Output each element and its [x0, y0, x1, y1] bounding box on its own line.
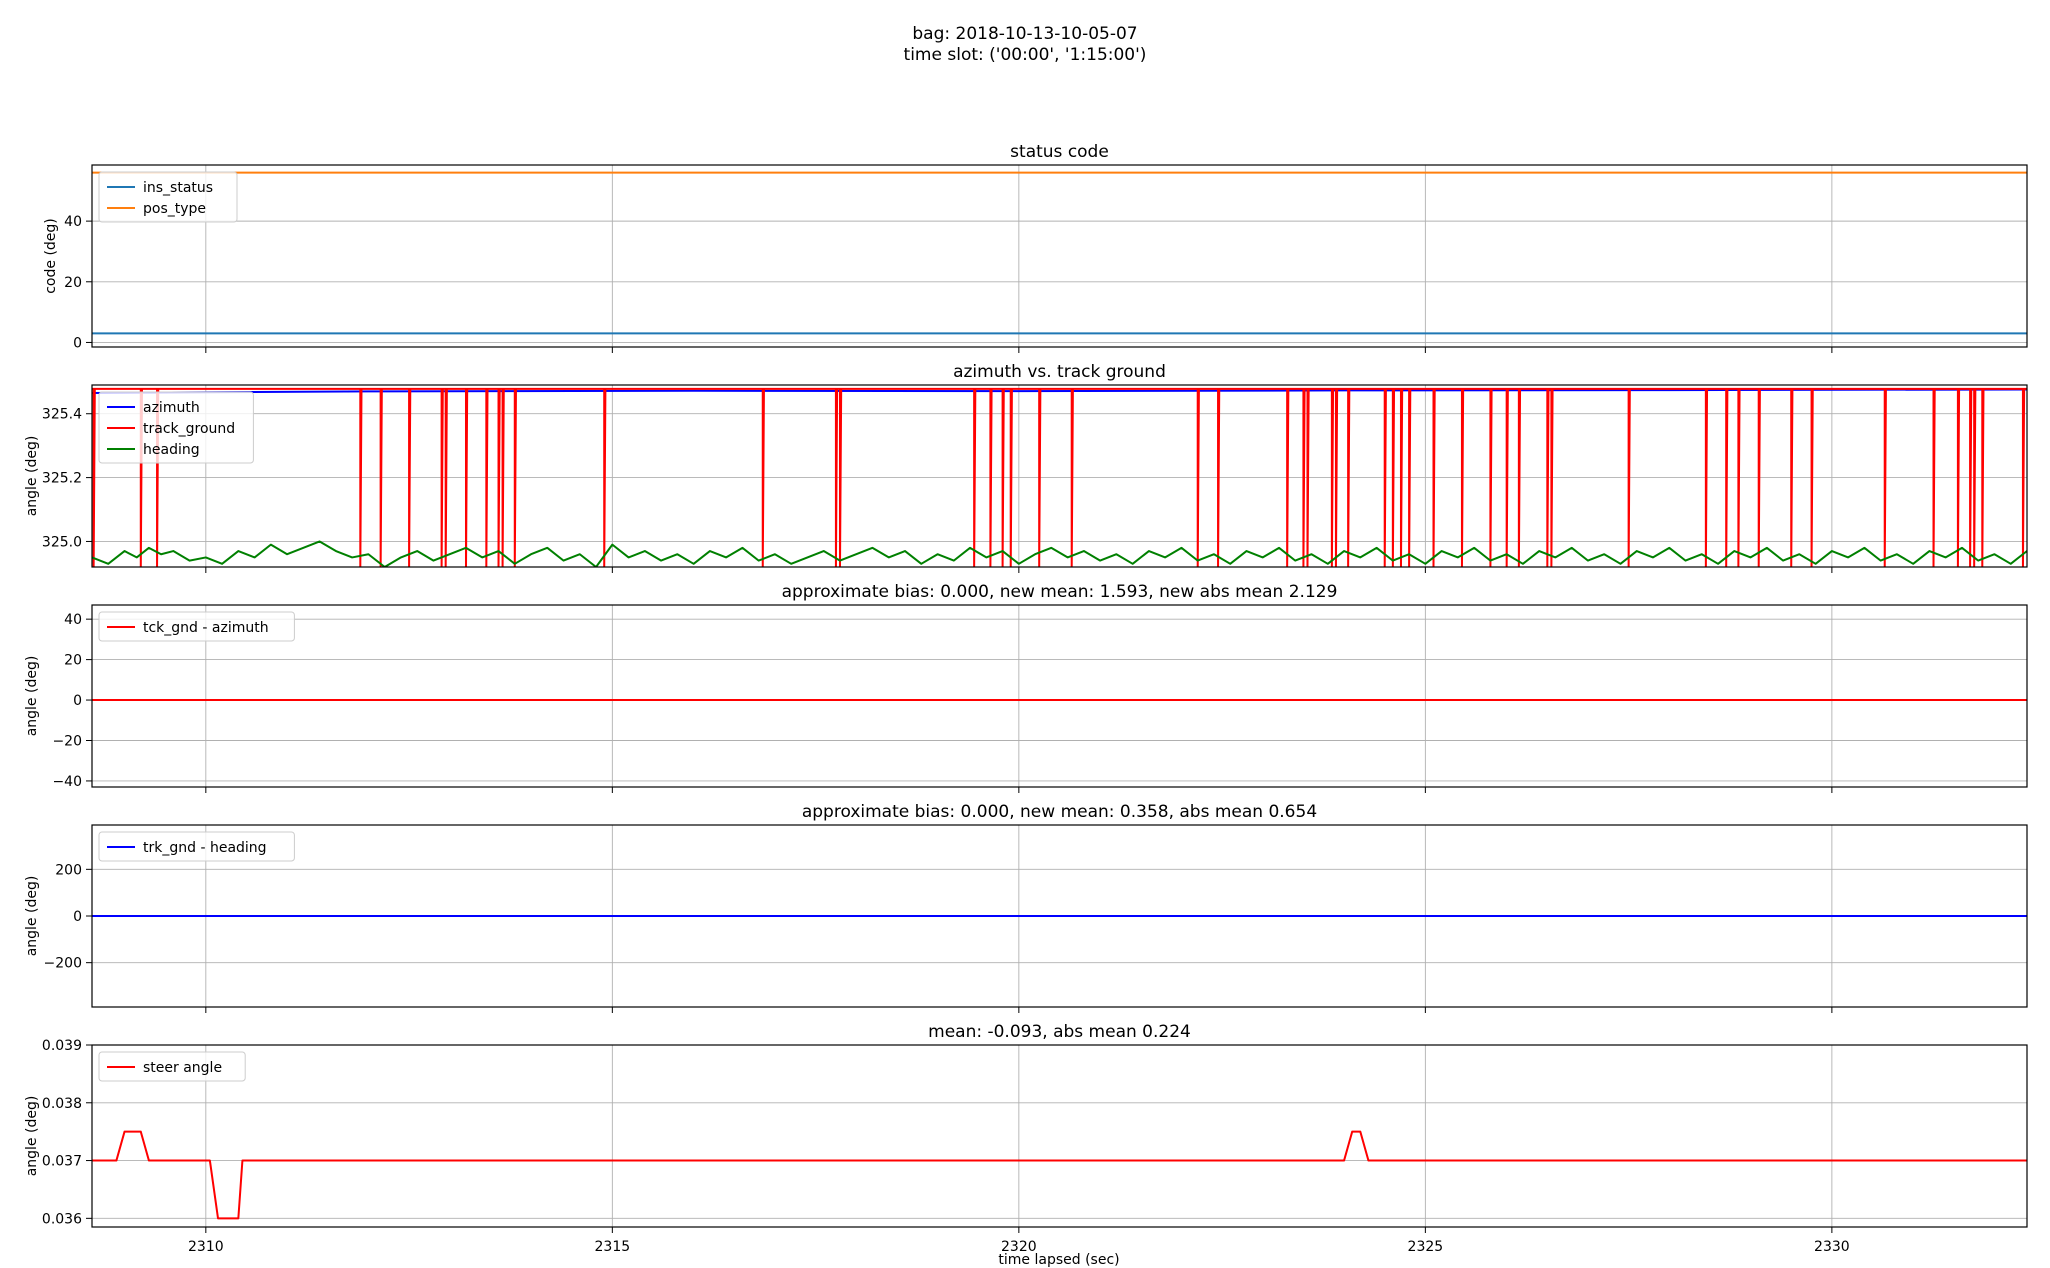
series-steer-angle-line [92, 1130, 2027, 1220]
legend: trk_gnd - heading [98, 831, 295, 862]
subplot-title: azimuth vs. track ground [953, 362, 1166, 382]
y-tick-label: 0 [73, 693, 82, 709]
y-tick-label: 0 [73, 335, 82, 351]
y-axis-label: angle (deg) [24, 656, 40, 737]
suptitle-line-2: time slot: ('00:00', '1:15:00') [904, 45, 1147, 65]
legend: tck_gnd - azimuth [98, 611, 295, 642]
legend-label: azimuth [143, 400, 200, 416]
axes-frame [91, 384, 2028, 568]
legend-box [98, 391, 254, 464]
axes-frame [91, 164, 2028, 348]
subplot-5: 2310 2315 2320 2325 2330 0.036 0.037 0.038 0.039… [24, 1022, 2028, 1255]
x-tick-label: 2325 [1408, 1239, 1444, 1255]
subplot-title: approximate bias: 0.000, new mean: 1.593… [782, 582, 1338, 602]
subplot-2: 325.0 325.2 325.4 azimuth vs. track ground a… [24, 362, 2028, 573]
y-tick-label: −200 [44, 956, 82, 972]
subplot-4: −200 0 200 approximate bias: 0.000, new mea… [24, 802, 2028, 1013]
subplot-title: mean: -0.093, abs mean 0.224 [928, 1022, 1191, 1042]
y-axis-label: angle (deg) [24, 876, 40, 957]
legend: ins_status pos_type [98, 171, 238, 223]
series-group [92, 1130, 2027, 1220]
y-tick-label: 0.039 [42, 1038, 82, 1054]
y-tick-label: 0.036 [42, 1211, 82, 1227]
y-tick-label: 325.4 [42, 407, 82, 423]
y-tick-label: 325.2 [42, 471, 82, 487]
legend-box [98, 611, 295, 642]
legend-label: pos_type [143, 201, 206, 217]
axes-frame [91, 604, 2028, 788]
legend-box [98, 171, 238, 223]
series-group [92, 171, 2027, 335]
x-tick-label: 2315 [595, 1239, 631, 1255]
y-tick-label: 20 [64, 275, 82, 291]
y-tick-label: 200 [55, 862, 82, 878]
legend-box [98, 1051, 246, 1082]
subplot-1: 0 20 40 status code code (deg) ins_status pos_… [43, 142, 2028, 353]
legend-label: steer angle [143, 1060, 222, 1076]
y-axis-label: angle (deg) [24, 1096, 40, 1177]
series-heading-line [92, 540, 2027, 567]
legend-box [98, 831, 295, 862]
series-track-ground-line [92, 387, 2027, 567]
legend: steer angle [98, 1051, 246, 1082]
x-tick-label: 2330 [1814, 1239, 1850, 1255]
y-tick-label: 40 [64, 612, 82, 628]
subplot-title: status code [1010, 142, 1109, 162]
y-tick-label: −20 [52, 733, 82, 749]
y-tick-label: 325.0 [42, 534, 82, 550]
y-axis-label: code (deg) [43, 218, 59, 294]
axes-frame [91, 1044, 2028, 1228]
subplot-title: approximate bias: 0.000, new mean: 0.358… [802, 802, 1317, 822]
x-tick-label: 2310 [188, 1239, 224, 1255]
legend-label: heading [143, 442, 200, 458]
legend-label: trk_gnd - heading [143, 840, 267, 856]
x-axis-label: time lapsed (sec) [998, 1252, 1119, 1268]
x-tick-label: 2320 [1001, 1239, 1037, 1255]
legend-label: ins_status [143, 180, 213, 196]
subplot-grid: 0 20 40 status code code (deg) ins_status pos_… [24, 142, 2028, 1255]
series-group [92, 387, 2027, 567]
y-axis-label: angle (deg) [24, 436, 40, 517]
y-tick-label: 40 [64, 214, 82, 230]
y-tick-label: −40 [52, 774, 82, 790]
subplot-3: −40 −20 0 20 40 approximate bias: 0.000, new … [24, 582, 2028, 793]
series-azimuth-line [92, 388, 2027, 394]
legend-label: track_ground [143, 421, 235, 437]
y-tick-label: 0.037 [42, 1154, 82, 1170]
suptitle-line-1: bag: 2018-10-13-10-05-07 [912, 24, 1137, 44]
y-tick-label: 0 [73, 909, 82, 925]
legend-label: tck_gnd - azimuth [143, 620, 269, 636]
y-tick-label: 20 [64, 653, 82, 669]
y-tick-label: 0.038 [42, 1096, 82, 1112]
